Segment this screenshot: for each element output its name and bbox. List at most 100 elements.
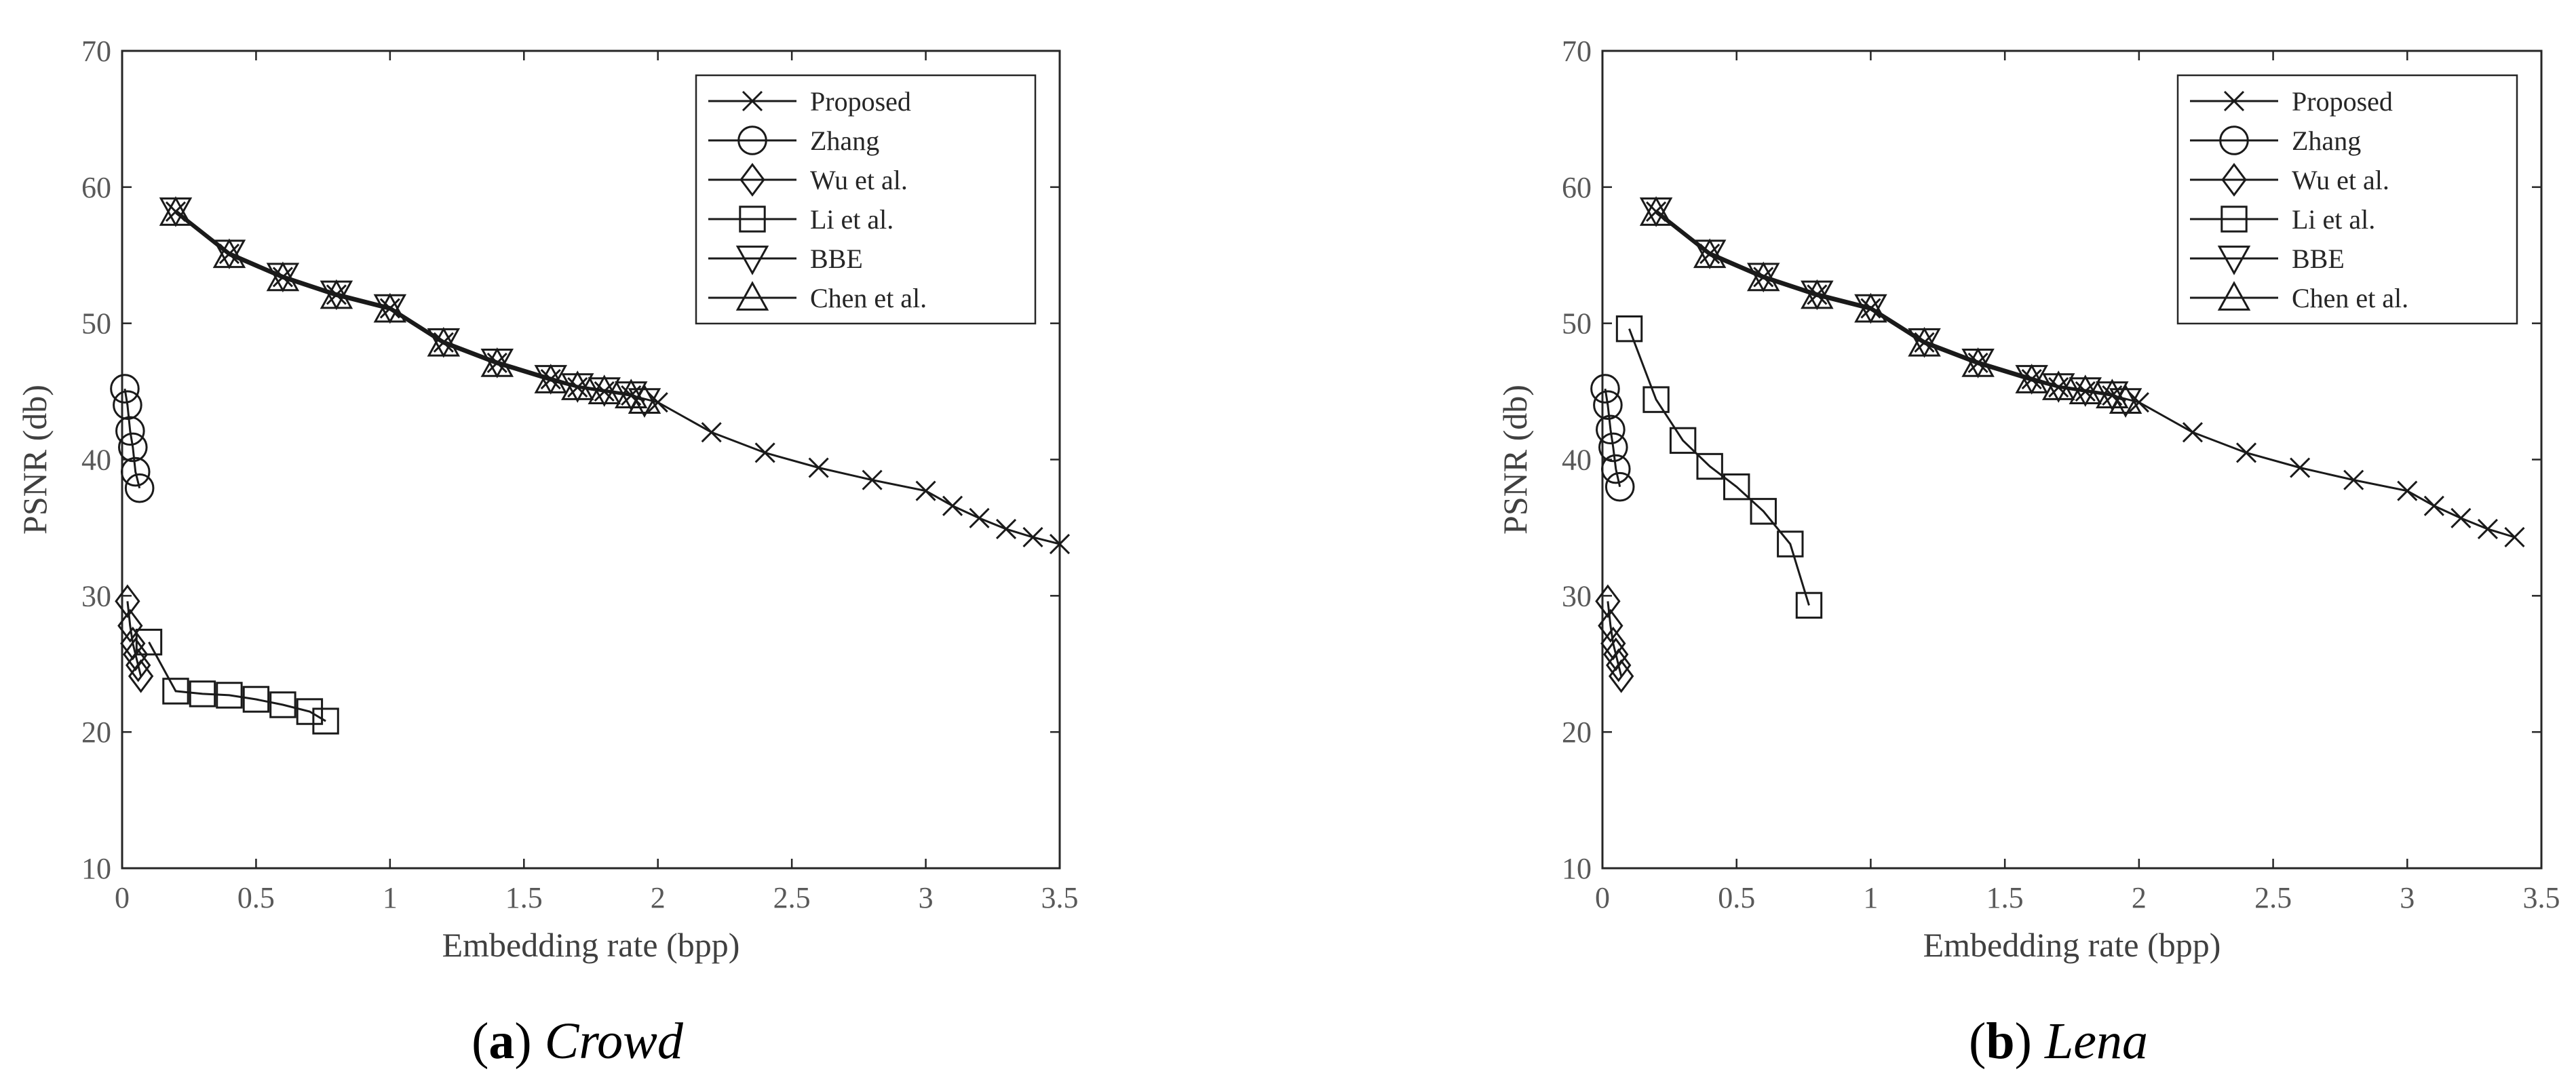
data-point-marker bbox=[1615, 315, 1643, 343]
y-tick-label: 70 bbox=[1562, 35, 1592, 68]
series-chen-et-al bbox=[159, 196, 661, 414]
data-point-marker bbox=[1593, 390, 1623, 420]
x-tick-label: 0 bbox=[1595, 881, 1610, 914]
panel-caption: (b) Lena bbox=[1969, 1013, 2148, 1070]
panel-caption: (a) Crowd bbox=[472, 1013, 684, 1070]
data-point-marker bbox=[1604, 471, 1635, 502]
data-point-marker bbox=[2397, 480, 2418, 501]
data-point-marker bbox=[115, 416, 145, 446]
data-point-marker bbox=[1807, 284, 1828, 305]
series-line bbox=[1655, 209, 2126, 402]
y-axis-label: PSNR (db) bbox=[16, 385, 54, 535]
data-point-marker bbox=[1590, 374, 1620, 404]
data-point-marker bbox=[212, 238, 246, 269]
data-point-marker bbox=[540, 368, 561, 390]
data-point-marker bbox=[995, 518, 1017, 539]
data-point-marker bbox=[647, 392, 668, 413]
data-point-marker bbox=[1908, 327, 1941, 357]
x-tick-label: 3 bbox=[919, 881, 934, 914]
data-point-marker bbox=[1642, 386, 1670, 413]
legend-marker bbox=[737, 125, 767, 155]
legend-item: Chen et al. bbox=[2190, 281, 2408, 313]
data-point-marker bbox=[1967, 352, 1988, 373]
data-point-marker bbox=[1596, 414, 1626, 445]
y-tick-label: 60 bbox=[1562, 171, 1592, 204]
data-point-marker bbox=[2041, 370, 2075, 400]
x-tick-label: 3 bbox=[2400, 881, 2415, 914]
series-proposed bbox=[165, 201, 1071, 555]
data-point-marker bbox=[117, 432, 148, 463]
legend-marker bbox=[739, 206, 766, 233]
data-point-marker bbox=[189, 680, 216, 707]
data-point-marker bbox=[2290, 457, 2311, 478]
data-point-marker bbox=[808, 457, 829, 478]
data-point-marker bbox=[126, 648, 151, 682]
data-point-marker bbox=[1606, 648, 1632, 682]
legend-marker bbox=[2221, 206, 2248, 233]
data-point-marker bbox=[2021, 368, 2042, 390]
data-point-marker bbox=[1795, 591, 1823, 619]
y-tick-label: 50 bbox=[81, 307, 111, 341]
data-point-marker bbox=[2504, 526, 2525, 548]
legend-marker bbox=[739, 163, 765, 197]
data-point-marker bbox=[480, 347, 514, 377]
data-point-marker bbox=[1600, 454, 1631, 484]
series-wu-et-al bbox=[1595, 584, 1634, 693]
legend-label: Proposed bbox=[810, 86, 911, 117]
series-line bbox=[1604, 388, 1621, 488]
x-tick-label: 1 bbox=[383, 881, 398, 914]
data-point-marker bbox=[159, 196, 193, 226]
x-tick-label: 2.5 bbox=[2254, 881, 2292, 914]
data-point-marker bbox=[135, 628, 163, 656]
legend-item: Wu et al. bbox=[2190, 163, 2389, 197]
data-point-marker bbox=[2343, 469, 2364, 490]
data-point-marker bbox=[628, 384, 661, 414]
x-tick-label: 1.5 bbox=[1986, 881, 2024, 914]
legend-item: Zhang bbox=[708, 125, 879, 156]
data-point-marker bbox=[2450, 507, 2472, 528]
data-point-marker bbox=[1777, 530, 1804, 558]
legend-label: Proposed bbox=[2292, 86, 2393, 117]
legend-label: Zhang bbox=[810, 125, 879, 156]
data-point-marker bbox=[1669, 427, 1697, 454]
data-point-marker bbox=[115, 584, 140, 619]
data-point-marker bbox=[1598, 608, 1623, 643]
data-point-marker bbox=[128, 659, 154, 693]
series-line bbox=[1628, 328, 1810, 606]
series-li-et-al bbox=[1615, 315, 1823, 619]
y-tick-label: 40 bbox=[1562, 444, 1592, 477]
series-chen-et-al bbox=[1639, 196, 2142, 414]
data-point-marker bbox=[117, 608, 143, 643]
data-point-marker bbox=[1693, 238, 1727, 269]
data-point-marker bbox=[2096, 378, 2129, 408]
series-line bbox=[175, 212, 645, 402]
data-point-marker bbox=[269, 691, 296, 718]
data-point-marker bbox=[588, 374, 621, 404]
legend-marker bbox=[735, 281, 769, 311]
data-point-marker bbox=[1961, 347, 1995, 377]
data-point-marker bbox=[272, 267, 293, 288]
data-point-marker bbox=[2128, 392, 2149, 413]
data-point-marker bbox=[312, 707, 339, 735]
data-point-marker bbox=[162, 678, 189, 705]
data-point-marker bbox=[1609, 659, 1634, 693]
data-point-marker bbox=[2109, 388, 2142, 418]
series-line bbox=[148, 641, 326, 722]
data-point-marker bbox=[1753, 267, 1774, 288]
legend-label: Zhang bbox=[2292, 125, 2361, 156]
legend-marker bbox=[2219, 125, 2249, 155]
data-point-marker bbox=[1595, 584, 1621, 619]
data-point-marker bbox=[427, 327, 461, 357]
data-point-marker bbox=[969, 507, 990, 528]
legend-item: Li et al. bbox=[708, 204, 893, 235]
y-tick-label: 30 bbox=[81, 579, 111, 613]
legend-label: Li et al. bbox=[810, 204, 893, 235]
chart-panel-a: 0 0.5 1 1.5 2 2.5 3 3.5 10 20 30 40 50 60 70 Embedding … bbox=[16, 35, 1079, 1070]
chart-panel-b: 0 0.5 1 1.5 2 2.5 3 3.5 10 20 30 40 50 60 70 Embedding … bbox=[1496, 35, 2560, 1070]
data-point-marker bbox=[326, 284, 347, 305]
legend-marker bbox=[2221, 163, 2247, 197]
y-tick-label: 20 bbox=[1562, 716, 1592, 749]
data-point-marker bbox=[2182, 422, 2204, 443]
series-wu-et-al bbox=[115, 584, 154, 693]
